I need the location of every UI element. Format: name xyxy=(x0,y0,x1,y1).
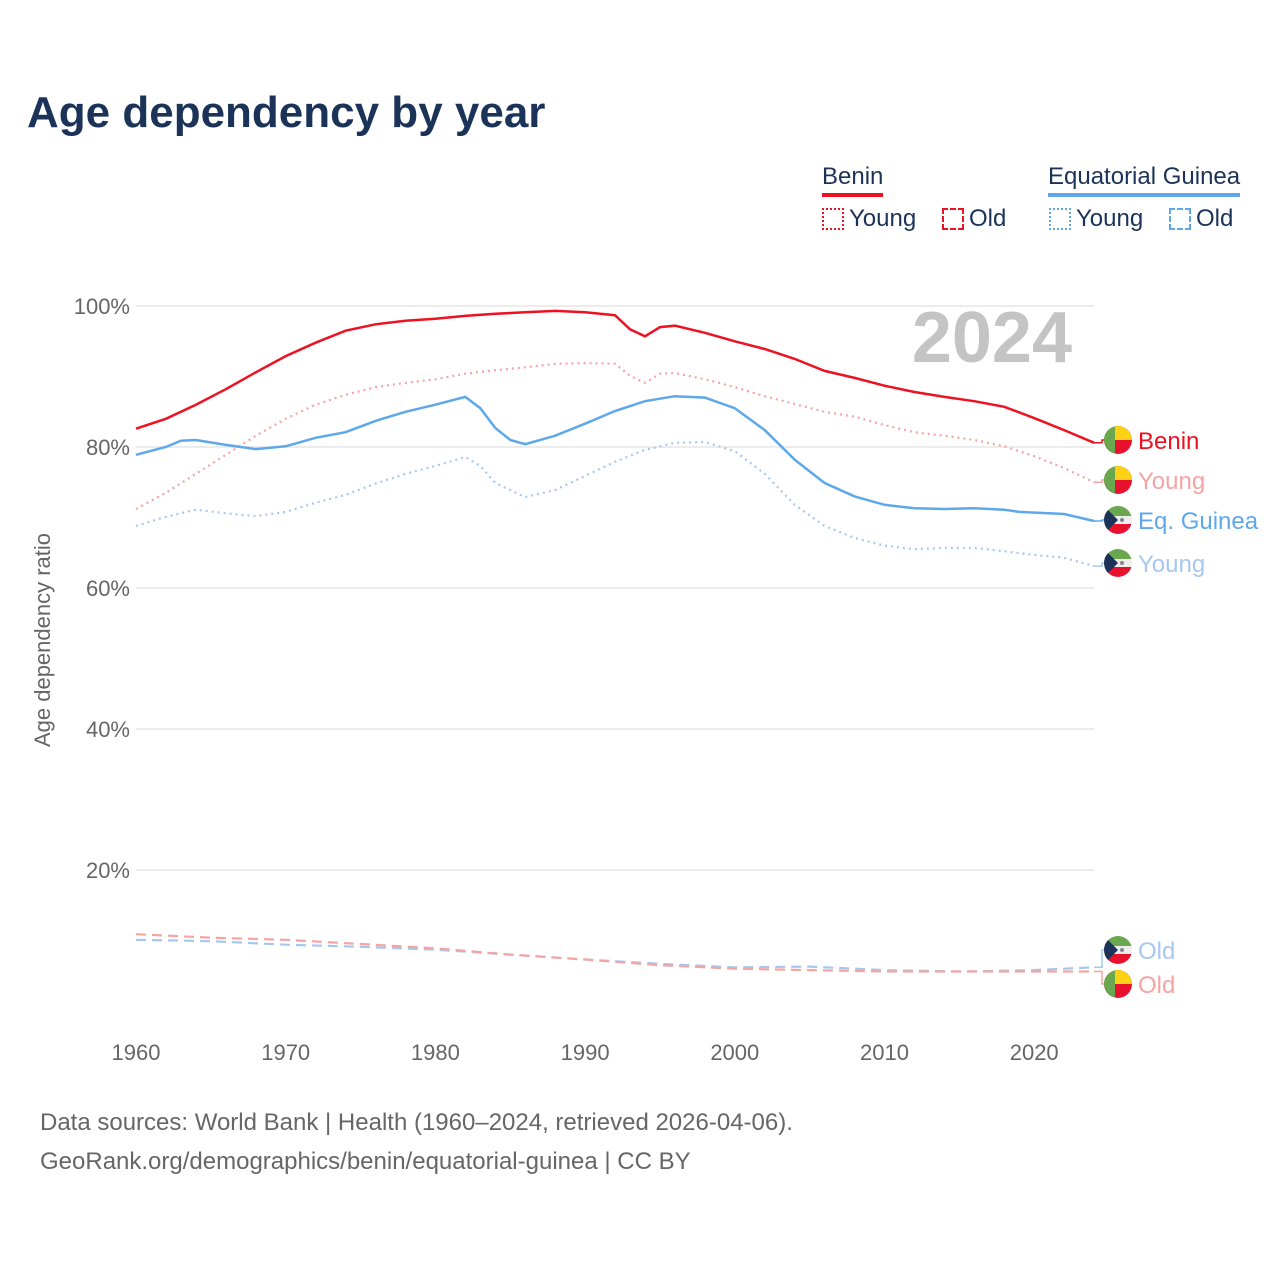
equatorial-guinea-flag-icon xyxy=(1104,549,1132,577)
x-tick-label: 1960 xyxy=(112,1040,161,1065)
dashed-swatch-icon xyxy=(942,208,964,230)
benin-flag-icon xyxy=(1104,970,1132,998)
source-line-1: Data sources: World Bank | Health (1960–… xyxy=(40,1109,793,1136)
legend-benin-young[interactable]: Young xyxy=(822,205,916,233)
end-label: Old xyxy=(1138,938,1175,965)
end-label: Young xyxy=(1138,551,1205,578)
source-line-2[interactable]: GeoRank.org/demographics/benin/equatoria… xyxy=(40,1148,691,1175)
legend-label: Young xyxy=(1076,205,1144,232)
end-label: Eq. Guinea xyxy=(1138,508,1259,535)
dashed-swatch-icon xyxy=(1169,208,1191,230)
end-label: Benin xyxy=(1138,428,1199,455)
dotted-swatch-icon xyxy=(822,208,844,230)
series-line-equatorial-guinea[interactable] xyxy=(135,394,1095,523)
end-label: Young xyxy=(1138,468,1205,495)
x-tick-label: 1980 xyxy=(411,1040,460,1065)
series-line-benin-old[interactable] xyxy=(135,933,1095,973)
equatorial-guinea-flag-icon xyxy=(1104,506,1132,534)
y-tick-label: 40% xyxy=(86,717,130,742)
x-tick-label: 1990 xyxy=(561,1040,610,1065)
x-tick-label: 1970 xyxy=(261,1040,310,1065)
y-tick-label: 20% xyxy=(86,858,130,883)
series-line-benin[interactable] xyxy=(135,309,1095,444)
y-axis-label: Age dependency ratio xyxy=(30,533,55,747)
label-connector xyxy=(1094,949,1106,969)
y-tick-label: 60% xyxy=(86,576,130,601)
equatorial-guinea-flag-icon xyxy=(1104,936,1132,964)
legend-group-eqg[interactable]: Equatorial Guinea xyxy=(1048,163,1241,197)
x-tick-label: 2000 xyxy=(710,1040,759,1065)
benin-flag-icon xyxy=(1104,466,1132,494)
y-tick-label: 100% xyxy=(74,294,130,319)
benin-flag-icon xyxy=(1104,426,1132,454)
year-badge: 2024 xyxy=(912,298,1072,378)
x-tick-label: 2010 xyxy=(860,1040,909,1065)
page-title: Age dependency by year xyxy=(27,88,546,137)
x-tick-label: 2020 xyxy=(1010,1040,1059,1065)
legend-label: Old xyxy=(1196,205,1234,232)
y-tick-label: 80% xyxy=(86,435,130,460)
series-line-equatorial-guinea-old[interactable] xyxy=(135,938,1095,973)
legend-label: Old xyxy=(969,205,1007,232)
series-line-equatorial-guinea-young[interactable] xyxy=(135,440,1095,568)
legend-benin-old[interactable]: Old xyxy=(942,205,1006,233)
legend-label: Young xyxy=(849,205,917,232)
legend-eqg-young[interactable]: Young xyxy=(1049,205,1143,233)
series-line-benin-young[interactable] xyxy=(135,361,1095,510)
legend-group-benin[interactable]: Benin xyxy=(822,163,884,197)
dotted-swatch-icon xyxy=(1049,208,1071,230)
end-label: Old xyxy=(1138,972,1175,999)
legend-eqg-old[interactable]: Old xyxy=(1169,205,1233,233)
